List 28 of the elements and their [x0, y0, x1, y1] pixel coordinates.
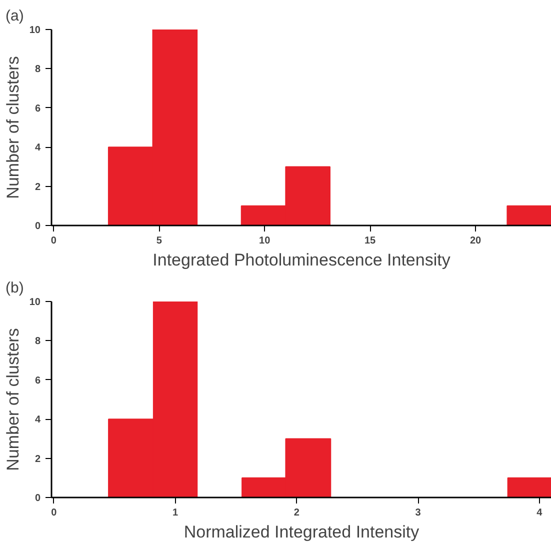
x-axis-title: Normalized Integrated Intensity	[184, 522, 420, 542]
x-tick-label: 15	[364, 236, 376, 246]
y-axis-title: Number of clusters	[3, 328, 22, 471]
y-tick-label: 0	[34, 493, 41, 504]
x-tick-label: 0	[51, 508, 58, 518]
chart-title: (b)	[6, 280, 24, 296]
x-tick-label: 4	[536, 508, 543, 518]
x-tick-label: 20	[470, 236, 482, 246]
y-tick-label: 8	[34, 336, 41, 348]
x-tick-label: 1	[172, 508, 179, 518]
y-tick-label: 0	[34, 221, 41, 232]
x-tick-label: 3	[415, 508, 422, 518]
y-tick-label: 2	[34, 182, 41, 193]
y-tick-label: 4	[34, 142, 41, 154]
y-tick-label: 10	[29, 297, 41, 308]
y-tick-label: 10	[29, 25, 41, 36]
y-tick-label: 4	[34, 414, 41, 426]
x-tick-label: 0	[50, 236, 57, 246]
y-axis-title: Number of clusters	[3, 56, 22, 199]
x-axis-title: Integrated Photoluminescence Intensity	[152, 250, 451, 270]
y-tick-label: 8	[34, 64, 41, 76]
chart-title: (a)	[6, 8, 24, 24]
x-tick-label: 2	[294, 508, 300, 518]
y-tick-label: 6	[34, 375, 41, 386]
x-tick-label: 5	[156, 236, 162, 246]
x-tick-label: 10	[259, 236, 271, 246]
y-tick-label: 2	[34, 454, 41, 465]
y-tick-label: 6	[34, 103, 41, 114]
